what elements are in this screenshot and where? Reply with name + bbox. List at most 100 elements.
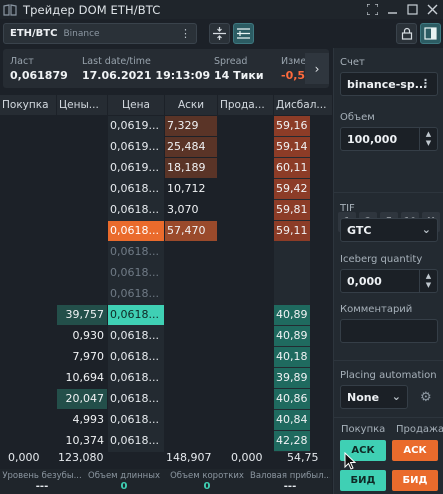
book-row[interactable]: 10,694 0,0618... 39,89 xyxy=(0,368,332,389)
side-panel-icon xyxy=(424,27,437,40)
fullscreen-icon[interactable] xyxy=(366,3,379,16)
bid-cell[interactable]: 0,930 xyxy=(72,329,105,342)
book-row[interactable]: 20,047 0,0618... 40,86 xyxy=(0,389,332,410)
volume-input[interactable]: 100,000 ▲ ▼ xyxy=(340,127,438,151)
tif-select[interactable]: GTC ⌄ xyxy=(340,218,438,242)
price-cell[interactable]: 0,0619... xyxy=(108,158,164,178)
volume-stepper[interactable]: ▲ ▼ xyxy=(419,128,437,150)
imbalance-cell: 59,14 xyxy=(274,137,310,157)
book-header: Покупка Цены... Цена Аски Прода... Дисба… xyxy=(0,95,332,115)
volume-label: Объем xyxy=(340,112,375,123)
header-imbalance[interactable]: Дисбал... xyxy=(276,99,327,111)
more-icon[interactable]: ⋮ xyxy=(180,27,191,40)
sell-bid-button[interactable]: БИД xyxy=(392,470,438,491)
bid-cell[interactable]: 7,970 xyxy=(72,350,105,363)
price-cell[interactable]: 0,0618... xyxy=(108,263,164,283)
sell-ask-button[interactable]: АСК xyxy=(392,440,438,461)
ask-cell[interactable]: 57,470 xyxy=(165,221,217,241)
price-cell[interactable]: 0,0619... xyxy=(108,137,164,157)
price-cell[interactable]: 0,0618... xyxy=(108,410,164,430)
lock-button[interactable] xyxy=(396,23,417,44)
toggle-panel-button[interactable] xyxy=(420,23,441,44)
ask-cell[interactable]: 7,329 xyxy=(165,116,217,136)
book-row[interactable]: 0,930 0,0618... 40,89 xyxy=(0,326,332,347)
book-row[interactable]: 7,970 0,0618... 40,18 xyxy=(0,347,332,368)
buy-bid-button[interactable]: БИД xyxy=(340,470,386,491)
book-row[interactable]: 0,0619... 25,484 59,14 xyxy=(0,137,332,158)
buy-ask-button[interactable]: АСК xyxy=(340,440,386,461)
instrument-exchange: Binance xyxy=(63,28,100,39)
align-center-icon xyxy=(213,27,226,40)
toolbar: ETH/BTC Binance ⋮ xyxy=(0,21,443,45)
total-bid-qty: 123,080 xyxy=(58,451,104,464)
book-row[interactable]: 4,993 0,0618... 40,84 xyxy=(0,410,332,431)
header-sell[interactable]: Прода... xyxy=(218,95,274,115)
comment-input[interactable] xyxy=(340,319,438,343)
book-row[interactable]: 0,0619... 18,189 60,11 xyxy=(0,158,332,179)
header-bid-qty[interactable]: Цены... xyxy=(57,95,108,115)
close-icon[interactable] xyxy=(426,3,439,16)
book-row[interactable]: 0,0618... 10,712 59,42 xyxy=(0,179,332,200)
chevron-down-icon[interactable]: ▼ xyxy=(425,139,432,147)
book-row[interactable]: 10,374 0,0618... 42,28 xyxy=(0,431,332,452)
price-cell[interactable]: 0,0618... xyxy=(108,368,164,388)
breakeven-stat: Уровень безубы... --- xyxy=(2,471,82,492)
book-row[interactable]: 0,0618... 3,070 59,81 xyxy=(0,200,332,221)
order-entry-panel: Счет binance-sp... ⋮ Объем 100,000 ▲▼ 1 … xyxy=(333,48,443,494)
price-cell[interactable]: 0,0619... xyxy=(108,116,164,136)
bid-cell[interactable]: 10,374 xyxy=(65,434,105,447)
book-row[interactable]: 0,0618... xyxy=(0,242,332,263)
price-cell[interactable]: 0,0618... xyxy=(108,284,164,304)
bid-cell[interactable]: 39,757 xyxy=(57,305,107,325)
lock-icon xyxy=(401,27,412,40)
imbalance-cell: 40,86 xyxy=(274,389,310,409)
best-ask-price-cell[interactable]: 0,0618... xyxy=(108,221,164,241)
header-bids[interactable]: Покупка xyxy=(0,95,57,115)
book-row[interactable]: 0,0619... 7,329 59,16 xyxy=(0,116,332,137)
bid-cell[interactable]: 10,694 xyxy=(65,371,105,384)
auto-center-button[interactable] xyxy=(233,23,254,44)
divider xyxy=(334,360,443,361)
last-price-info: Ласт 0,061879 xyxy=(10,56,68,82)
header-price[interactable]: Цена xyxy=(108,95,165,115)
ask-cell[interactable]: 10,712 xyxy=(167,182,206,195)
bid-cell[interactable]: 4,993 xyxy=(72,413,105,426)
best-ask-row[interactable]: 0,0618... 57,470 59,11 xyxy=(0,221,332,242)
price-cell[interactable]: 0,0618... xyxy=(108,242,164,262)
ask-cell[interactable]: 3,070 xyxy=(167,203,199,216)
price-cell[interactable]: 0,0618... xyxy=(108,179,164,199)
instrument-selector[interactable]: ETH/BTC Binance ⋮ xyxy=(3,23,197,44)
imbalance-cell: 59,42 xyxy=(274,179,310,199)
chevron-right-icon[interactable]: › xyxy=(305,53,329,84)
change-info: Измен... -0,5 xyxy=(281,56,309,82)
center-price-button[interactable] xyxy=(209,23,230,44)
book-row[interactable]: 0,0618... xyxy=(0,284,332,305)
header-asks[interactable]: Аски xyxy=(165,95,218,115)
price-cell[interactable]: 0,0618... xyxy=(108,326,164,346)
placing-automation-select[interactable]: None ⌄ xyxy=(340,385,408,409)
auto-center-icon xyxy=(237,28,250,39)
price-cell[interactable]: 0,0618... xyxy=(108,347,164,367)
chevron-up-icon[interactable]: ▲ xyxy=(425,272,432,280)
bid-cell[interactable]: 20,047 xyxy=(57,389,107,409)
best-bid-row[interactable]: 39,757 0,0618... 40,89 xyxy=(0,305,332,326)
imbalance-cell: 40,84 xyxy=(274,410,310,430)
sell-label: Продажа xyxy=(396,424,443,435)
chevron-down-icon[interactable]: ▼ xyxy=(425,281,432,289)
price-cell[interactable]: 0,0618... xyxy=(108,200,164,220)
gear-icon[interactable]: ⚙ xyxy=(420,390,432,405)
ask-cell[interactable]: 18,189 xyxy=(165,158,217,178)
minimize-icon[interactable] xyxy=(386,3,399,16)
iceberg-input[interactable]: 0,000 ▲ ▼ xyxy=(340,269,438,293)
book-row[interactable]: 0,0618... xyxy=(0,263,332,284)
chevron-up-icon[interactable]: ▲ xyxy=(425,130,432,138)
iceberg-stepper[interactable]: ▲ ▼ xyxy=(419,270,437,292)
chevron-down-icon: ⌄ xyxy=(421,223,431,236)
ask-cell[interactable]: 25,484 xyxy=(165,137,217,157)
maximize-icon[interactable] xyxy=(406,3,419,16)
account-select[interactable]: binance-sp... ⋮ xyxy=(340,72,438,96)
best-bid-price-cell[interactable]: 0,0618... xyxy=(108,305,164,325)
price-cell[interactable]: 0,0618... xyxy=(108,431,164,451)
total-buy: 0,000 xyxy=(8,451,40,464)
price-cell[interactable]: 0,0618... xyxy=(108,389,164,409)
